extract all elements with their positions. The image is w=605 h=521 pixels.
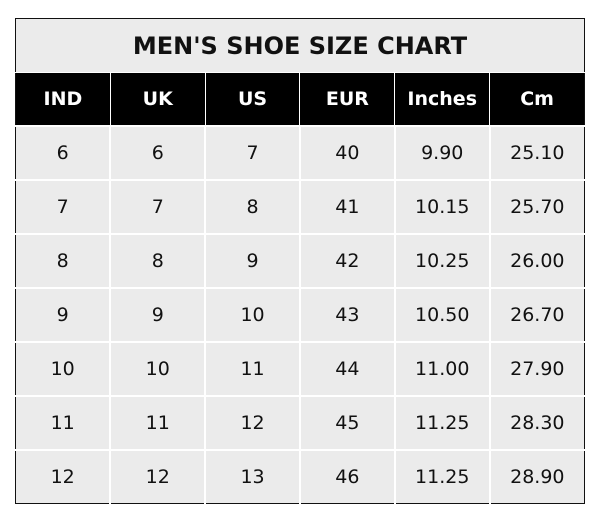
column-header: UK — [109, 72, 206, 126]
table-cell: 10 — [109, 341, 206, 396]
table-cell: 12 — [109, 449, 206, 504]
table-cell: 11 — [15, 395, 111, 450]
table-cell: 40 — [298, 125, 395, 180]
table-cell: 46 — [298, 449, 395, 504]
table-cell: 8 — [204, 179, 300, 234]
header-row: IND UK US EUR Inches Cm — [15, 72, 585, 126]
table-cell: 10.15 — [393, 179, 490, 234]
table-cell: 7 — [15, 179, 111, 234]
table-cell: 11.25 — [393, 395, 490, 450]
table-row: 7 7 8 41 10.15 25.70 — [15, 179, 585, 234]
table-cell: 44 — [298, 341, 395, 396]
table-cell: 7 — [204, 125, 300, 180]
table-cell: 9 — [109, 287, 206, 342]
table-cell: 13 — [204, 449, 300, 504]
table-cell: 12 — [15, 449, 111, 504]
table-cell: 6 — [109, 125, 206, 180]
column-header: US — [204, 72, 300, 126]
table-row: 9 9 10 43 10.50 26.70 — [15, 287, 585, 342]
table-cell: 11.00 — [393, 341, 490, 396]
table-cell: 10 — [15, 341, 111, 396]
table-cell: 9 — [204, 233, 300, 288]
table-row: 12 12 13 46 11.25 28.90 — [15, 449, 585, 504]
column-header: Cm — [489, 72, 585, 126]
table-cell: 11 — [109, 395, 206, 450]
table-cell: 10.25 — [393, 233, 490, 288]
table-cell: 8 — [109, 233, 206, 288]
size-chart-table: MEN'S SHOE SIZE CHART IND UK US EUR Inches Cm… — [15, 18, 585, 504]
table-cell: 9.90 — [393, 125, 490, 180]
table-cell: 25.70 — [488, 179, 585, 234]
table-cell: 25.10 — [488, 125, 585, 180]
table-cell: 11 — [204, 341, 300, 396]
table-cell: 6 — [15, 125, 111, 180]
table-row: 11 11 12 45 11.25 28.30 — [15, 395, 585, 450]
table-row: 8 8 9 42 10.25 26.00 — [15, 233, 585, 288]
table-cell: 41 — [298, 179, 395, 234]
table-cell: 10 — [204, 287, 300, 342]
table-cell: 45 — [298, 395, 395, 450]
table-row: 10 10 11 44 11.00 27.90 — [15, 341, 585, 396]
table-cell: 26.70 — [488, 287, 585, 342]
chart-title: MEN'S SHOE SIZE CHART — [15, 18, 585, 73]
column-header: IND — [15, 72, 111, 126]
table-row: 6 6 7 40 9.90 25.10 — [15, 125, 585, 180]
table-cell: 42 — [298, 233, 395, 288]
table-cell: 28.90 — [488, 449, 585, 504]
table-cell: 12 — [204, 395, 300, 450]
table-cell: 9 — [15, 287, 111, 342]
column-header: Inches — [394, 72, 490, 126]
table-cell: 26.00 — [488, 233, 585, 288]
table-cell: 11.25 — [393, 449, 490, 504]
column-header: EUR — [299, 72, 395, 126]
table-cell: 43 — [298, 287, 395, 342]
table-cell: 27.90 — [488, 341, 585, 396]
table-cell: 7 — [109, 179, 206, 234]
table-cell: 28.30 — [488, 395, 585, 450]
table-cell: 10.50 — [393, 287, 490, 342]
table-cell: 8 — [15, 233, 111, 288]
